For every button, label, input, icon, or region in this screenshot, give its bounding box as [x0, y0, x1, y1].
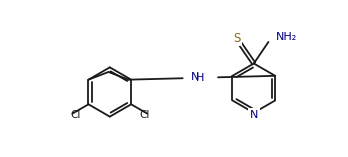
Text: NH₂: NH₂: [276, 32, 298, 42]
Text: H: H: [196, 73, 205, 83]
Text: S: S: [233, 32, 240, 45]
Text: Cl: Cl: [139, 110, 149, 120]
Text: Cl: Cl: [70, 110, 81, 120]
Text: N: N: [191, 72, 199, 82]
Text: N: N: [250, 110, 258, 120]
